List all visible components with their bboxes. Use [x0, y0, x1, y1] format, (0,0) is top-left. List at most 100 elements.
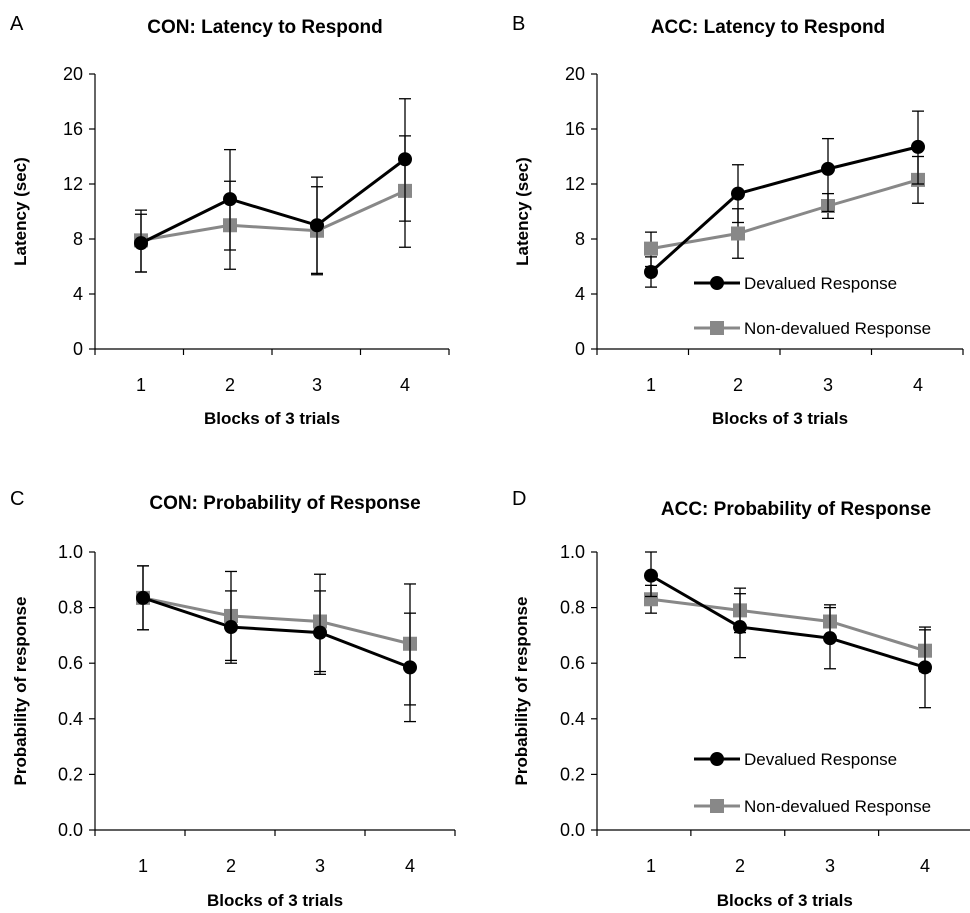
chart-panel-d: D ACC: Probability of Response 0.0 0.2 0.4 0.…: [512, 488, 970, 910]
legend-marker: [710, 321, 724, 335]
legend-marker: [710, 276, 724, 290]
x-tick-label: 3: [315, 856, 325, 876]
x-tick-label: 1: [136, 375, 146, 395]
chart-title: CON: Latency to Respond: [147, 17, 382, 38]
y-tick-label: 4: [575, 284, 585, 304]
series-non-devalued: [644, 155, 925, 268]
legend-item: Devalued Response: [694, 274, 897, 293]
legend-marker: [710, 799, 724, 813]
x-tick-label: 1: [138, 856, 148, 876]
y-tick-label: 12: [63, 174, 83, 194]
legend-item: Non-devalued Response: [694, 797, 931, 816]
legend-label: Non-devalued Response: [744, 319, 931, 338]
x-tick-label: 2: [226, 856, 236, 876]
data-point: [644, 241, 658, 256]
y-axis-label: Latency (sec): [11, 157, 30, 266]
x-tick-label: 4: [920, 856, 930, 876]
data-point: [733, 620, 747, 635]
y-tick-label: 0.8: [560, 598, 585, 618]
data-point: [644, 592, 658, 607]
x-tick-label: 4: [913, 375, 923, 395]
y-tick-label: 0.4: [58, 709, 83, 729]
y-tick-label: 0.0: [560, 820, 585, 840]
panel-letter: B: [512, 13, 525, 35]
data-point: [731, 186, 745, 201]
data-point: [731, 226, 745, 241]
y-tick-label: 0.2: [560, 764, 585, 784]
series-line: [140, 158, 406, 245]
data-point: [403, 660, 417, 675]
series-line: [649, 145, 919, 274]
y-tick-label: 0.4: [560, 709, 585, 729]
y-tick-label: 0.8: [58, 598, 83, 618]
y-axis-label: Probability of response: [512, 597, 531, 786]
x-axis-label: Blocks of 3 trials: [712, 409, 848, 428]
legend-label: Devalued Response: [744, 750, 897, 769]
data-point: [223, 192, 237, 207]
x-axis-label: Blocks of 3 trials: [717, 891, 853, 910]
chart-panel-c: C CON: Probability of Response 0.0 0.2 0.4 0.…: [10, 488, 456, 910]
x-tick-label: 2: [733, 375, 743, 395]
panel-letter: A: [10, 13, 24, 35]
x-tick-label: 3: [312, 375, 322, 395]
chart-title: CON: Probability of Response: [149, 493, 420, 514]
y-tick-label: 8: [73, 229, 83, 249]
y-tick-label: 16: [565, 119, 585, 139]
series-non-devalued: [644, 584, 932, 673]
x-tick-label: 4: [405, 856, 415, 876]
y-tick-label: 8: [575, 229, 585, 249]
data-point: [134, 236, 148, 251]
data-point: [398, 152, 412, 167]
y-tick-label: 0: [73, 339, 83, 359]
data-point: [313, 625, 327, 640]
x-tick-label: 3: [823, 375, 833, 395]
x-axis-label: Blocks of 3 trials: [207, 891, 343, 910]
x-tick-label: 2: [735, 856, 745, 876]
y-axis-label: Latency (sec): [513, 157, 532, 266]
panel-letter: D: [512, 488, 526, 510]
data-point: [644, 568, 658, 583]
series-line: [650, 597, 926, 653]
legend: Devalued Response Non-devalued Response: [694, 274, 931, 338]
series-devalued: [644, 551, 932, 709]
y-tick-label: 4: [73, 284, 83, 304]
series-non-devalued: [134, 135, 412, 276]
series-non-devalued: [136, 565, 417, 706]
x-tick-label: 1: [646, 856, 656, 876]
series-devalued: [136, 565, 417, 723]
data-point: [310, 218, 324, 233]
y-tick-label: 12: [565, 174, 585, 194]
data-point: [918, 660, 932, 675]
legend: Devalued Response Non-devalued Response: [694, 750, 931, 816]
series-devalued: [134, 98, 412, 275]
y-tick-label: 1.0: [58, 542, 83, 562]
legend-label: Devalued Response: [744, 274, 897, 293]
y-tick-label: 16: [63, 119, 83, 139]
data-point: [823, 631, 837, 646]
data-point: [821, 161, 835, 176]
y-tick-label: 0.6: [58, 653, 83, 673]
series-line: [142, 596, 411, 646]
x-tick-label: 2: [225, 375, 235, 395]
data-point: [911, 139, 925, 154]
chart-title: ACC: Latency to Respond: [651, 17, 885, 38]
legend-item: Devalued Response: [694, 750, 897, 769]
y-tick-label: 0.2: [58, 764, 83, 784]
series-line: [140, 189, 406, 242]
x-tick-label: 3: [825, 856, 835, 876]
legend-item: Non-devalued Response: [694, 319, 931, 338]
chart-title: ACC: Probability of Response: [661, 499, 931, 520]
y-tick-label: 1.0: [560, 542, 585, 562]
y-tick-label: 20: [565, 64, 585, 84]
series-devalued: [644, 110, 925, 288]
data-point: [224, 620, 238, 635]
y-tick-label: 0: [575, 339, 585, 359]
x-tick-label: 1: [646, 375, 656, 395]
series-line: [650, 574, 926, 669]
series-line: [142, 596, 411, 669]
y-tick-label: 20: [63, 64, 83, 84]
panel-letter: C: [10, 488, 24, 510]
